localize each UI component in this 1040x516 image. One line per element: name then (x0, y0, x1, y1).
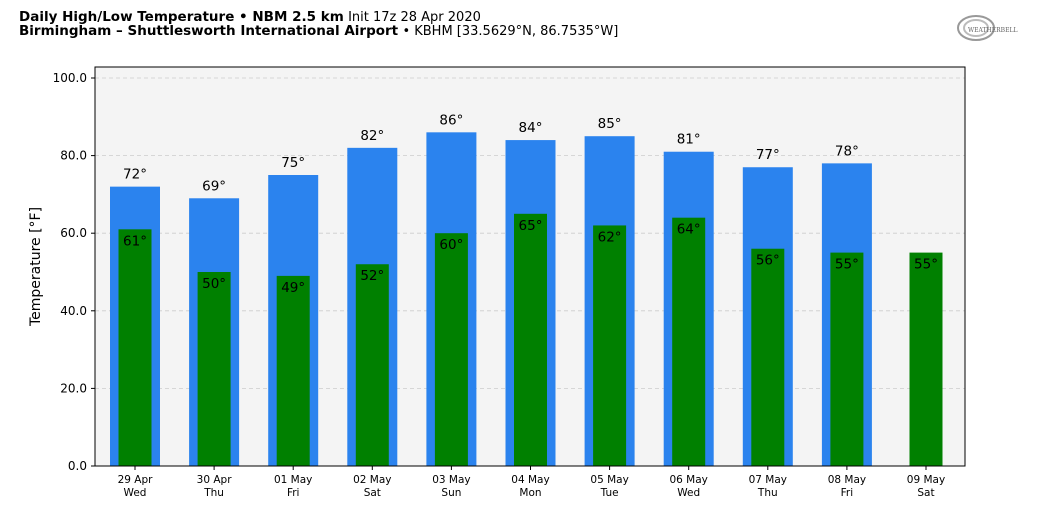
y-tick-label: 40.0 (60, 304, 87, 318)
low-bar (909, 252, 943, 466)
low-label: 60° (439, 237, 463, 253)
low-label: 49° (281, 280, 305, 296)
low-label: 61° (123, 233, 147, 249)
high-label: 78° (835, 143, 859, 159)
x-tick-weekday: Thu (757, 487, 778, 499)
low-bar (514, 213, 547, 466)
station-title: Birmingham – Shuttlesworth International… (19, 23, 619, 39)
x-tick-weekday: Fri (841, 487, 854, 499)
y-tick-label: 80.0 (60, 149, 87, 163)
x-tick-weekday: Wed (124, 487, 147, 499)
x-tick-label: 08 May (828, 474, 866, 486)
low-bar (434, 233, 468, 466)
low-label: 64° (677, 222, 701, 238)
high-label: 84° (519, 120, 543, 136)
x-tick-weekday: Thu (203, 487, 224, 499)
weatherbell-logo: WEATHERBELL (957, 15, 1017, 41)
low-bar (197, 272, 231, 466)
high-label: 85° (598, 116, 622, 132)
x-tick-label: 30 Apr (197, 474, 233, 486)
x-tick-label: 05 May (590, 474, 628, 486)
low-bar (593, 225, 627, 466)
x-tick-label: 04 May (511, 474, 549, 486)
x-tick-label: 01 May (274, 474, 312, 486)
high-label: 72° (123, 167, 147, 183)
x-tick-weekday: Sat (917, 487, 934, 499)
high-label: 81° (677, 132, 701, 148)
high-label: 75° (281, 155, 305, 171)
x-tick-weekday: Sat (364, 487, 381, 499)
plot-frame (94, 66, 966, 467)
low-label: 65° (519, 218, 543, 234)
high-label: 77° (756, 147, 780, 163)
x-tick-weekday: Sun (441, 487, 461, 499)
x-tick-label: 03 May (432, 474, 470, 486)
x-tick-label: 02 May (353, 474, 391, 486)
x-tick-weekday: Tue (600, 487, 619, 499)
low-label: 52° (360, 268, 384, 284)
x-tick-weekday: Fri (287, 487, 300, 499)
y-tick-label: 20.0 (60, 381, 87, 395)
low-bar (751, 248, 785, 466)
high-label: 82° (360, 128, 384, 144)
low-label: 50° (202, 276, 226, 292)
y-tick-label: 60.0 (60, 226, 87, 240)
high-label: 86° (439, 112, 463, 128)
x-tick-label: 06 May (669, 474, 707, 486)
low-label: 62° (598, 229, 622, 245)
y-tick-label: 0.0 (68, 459, 87, 473)
x-tick-label: 07 May (749, 474, 787, 486)
low-label: 55° (835, 257, 859, 273)
x-tick-label: 29 Apr (118, 474, 154, 486)
x-tick-weekday: Mon (519, 487, 541, 499)
y-axis-label: Temperature [°F] (28, 207, 44, 327)
x-tick-weekday: Wed (677, 487, 700, 499)
low-bar (830, 252, 864, 466)
y-tick-label: 100.0 (53, 71, 87, 85)
low-bar (355, 264, 389, 466)
low-bar (672, 217, 706, 466)
low-bar (276, 275, 310, 466)
low-label: 55° (914, 257, 938, 273)
high-label: 69° (202, 178, 226, 194)
chart-title: Daily High/Low Temperature • NBM 2.5 km … (19, 9, 481, 25)
low-label: 56° (756, 253, 780, 269)
svg-text:WEATHERBELL: WEATHERBELL (968, 27, 1017, 34)
x-tick-label: 09 May (907, 474, 945, 486)
low-bar (118, 229, 152, 466)
